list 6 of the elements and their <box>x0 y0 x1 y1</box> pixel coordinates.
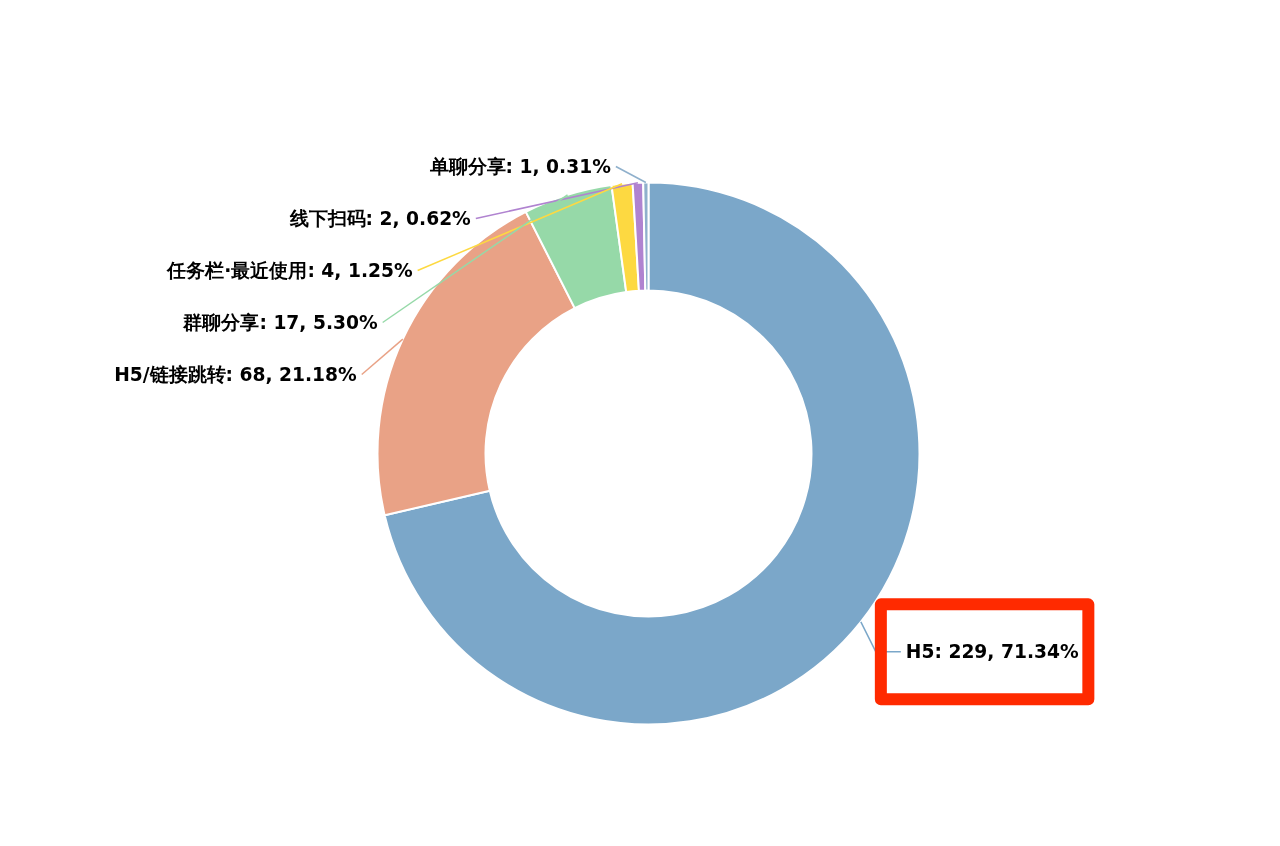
slice-label: H5/链接跳转: 68, 21.18% <box>114 364 358 385</box>
slice-label: 单聊分享: 1, 0.31% <box>428 156 612 177</box>
slice-label: 线下扫码: 2, 0.62% <box>288 208 472 229</box>
slice-label: 群聊分享: 17, 5.30% <box>182 312 378 333</box>
slice-label: 任务栏·最近使用: 4, 1.25% <box>166 260 413 281</box>
slice-label: H5: 229, 71.34% <box>905 641 1079 663</box>
